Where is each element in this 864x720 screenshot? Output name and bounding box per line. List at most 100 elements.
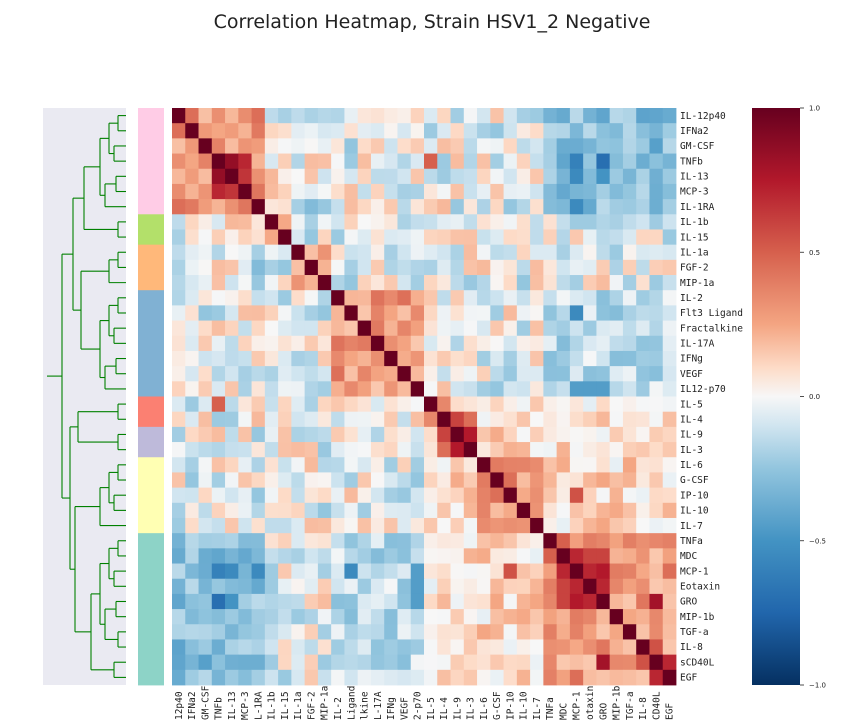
heatmap-cell bbox=[344, 426, 359, 443]
heatmap-cell bbox=[583, 411, 597, 428]
heatmap-cell bbox=[477, 229, 491, 246]
heatmap-cell bbox=[304, 350, 319, 367]
heatmap-cell bbox=[609, 502, 624, 519]
heatmap-cell bbox=[543, 244, 558, 261]
heatmap-cell bbox=[211, 350, 226, 367]
heatmap-cell bbox=[649, 305, 664, 321]
heatmap-cell bbox=[530, 487, 544, 504]
heatmap-cell bbox=[238, 138, 252, 154]
heatmap-cell bbox=[543, 199, 558, 215]
heatmap-cell bbox=[437, 563, 451, 580]
heatmap-cell bbox=[331, 472, 345, 488]
heatmap-cell bbox=[264, 411, 279, 428]
heatmap-cell bbox=[410, 457, 425, 473]
heatmap-cell bbox=[198, 426, 213, 443]
heatmap-cell bbox=[543, 275, 558, 291]
heatmap-cell bbox=[530, 153, 544, 170]
heatmap-cell bbox=[609, 123, 624, 139]
heatmap-cell bbox=[185, 214, 199, 230]
heatmap-cell bbox=[384, 350, 398, 367]
heatmap-cell bbox=[662, 411, 677, 428]
heatmap-cell bbox=[463, 624, 478, 640]
heatmap-cell bbox=[384, 593, 398, 610]
heatmap-cell bbox=[238, 123, 252, 139]
column-label: MIP-1a bbox=[320, 686, 331, 720]
heatmap-cell bbox=[583, 366, 597, 382]
heatmap-cell bbox=[397, 305, 412, 321]
heatmap-cell bbox=[556, 654, 571, 671]
heatmap-cell bbox=[238, 624, 252, 640]
heatmap-cell bbox=[317, 669, 332, 686]
heatmap-cell bbox=[503, 548, 518, 564]
heatmap-cell bbox=[344, 153, 359, 170]
heatmap-cell bbox=[238, 320, 252, 337]
heatmap-cell bbox=[317, 108, 332, 124]
heatmap-cell bbox=[251, 609, 266, 625]
heatmap-cell bbox=[344, 168, 359, 185]
heatmap-cell bbox=[172, 168, 186, 185]
heatmap-cell bbox=[370, 381, 385, 397]
heatmap-cell bbox=[410, 548, 425, 564]
heatmap-cell bbox=[516, 381, 531, 397]
heatmap-cell bbox=[225, 396, 239, 413]
heatmap-cell bbox=[622, 244, 637, 261]
heatmap-cell bbox=[437, 639, 451, 656]
heatmap-cell bbox=[556, 442, 571, 458]
heatmap-cell bbox=[185, 609, 199, 625]
heatmap-cell bbox=[636, 411, 650, 428]
heatmap-cell bbox=[198, 335, 213, 352]
heatmap-cell bbox=[264, 335, 279, 352]
heatmap-cell bbox=[516, 487, 531, 504]
colorbar bbox=[752, 108, 800, 685]
heatmap-cell bbox=[636, 214, 650, 230]
heatmap-cell bbox=[198, 487, 213, 504]
heatmap-cell bbox=[609, 108, 624, 124]
column-label: EGF bbox=[665, 703, 676, 720]
heatmap-cell bbox=[172, 350, 186, 367]
heatmap-cell bbox=[185, 123, 199, 139]
heatmap-cell bbox=[317, 305, 332, 321]
heatmap-cell bbox=[569, 138, 584, 154]
heatmap-cell bbox=[662, 244, 677, 261]
heatmap-cell bbox=[344, 350, 359, 367]
heatmap-cell bbox=[516, 168, 531, 185]
heatmap-cell bbox=[424, 335, 438, 352]
heatmap-cell bbox=[370, 457, 385, 473]
heatmap-cell bbox=[238, 381, 252, 397]
heatmap-cell bbox=[463, 214, 478, 230]
heatmap-cell bbox=[490, 305, 504, 321]
heatmap-cell bbox=[450, 350, 465, 367]
heatmap-cell bbox=[477, 199, 491, 215]
heatmap-cell bbox=[583, 654, 597, 671]
heatmap-cell bbox=[596, 517, 611, 534]
heatmap-cell bbox=[264, 593, 279, 610]
heatmap-cell bbox=[331, 123, 345, 139]
heatmap-cell bbox=[516, 335, 531, 352]
heatmap-cell bbox=[225, 214, 239, 230]
heatmap-cell bbox=[304, 168, 319, 185]
heatmap-cell bbox=[251, 244, 266, 261]
heatmap-cell bbox=[397, 563, 412, 580]
heatmap-cell bbox=[172, 578, 186, 595]
heatmap-cell bbox=[278, 199, 292, 215]
heatmap-cell bbox=[410, 305, 425, 321]
heatmap-cell bbox=[463, 578, 478, 595]
heatmap-cell bbox=[490, 153, 504, 170]
heatmap-cell bbox=[437, 548, 451, 564]
heatmap-cell bbox=[424, 426, 438, 443]
heatmap-cell bbox=[596, 548, 611, 564]
heatmap-cell bbox=[596, 123, 611, 139]
heatmap-cell bbox=[384, 123, 398, 139]
heatmap-cell bbox=[662, 123, 677, 139]
row-label: IFNg bbox=[680, 354, 703, 365]
heatmap-cell bbox=[410, 350, 425, 367]
heatmap-cell bbox=[662, 502, 677, 519]
heatmap-cell bbox=[211, 654, 226, 671]
heatmap-cell bbox=[291, 411, 306, 428]
column-label: VEGF bbox=[399, 697, 410, 720]
heatmap-cell bbox=[490, 108, 504, 124]
heatmap-cell bbox=[543, 624, 558, 640]
heatmap-cell bbox=[397, 335, 412, 352]
heatmap-cell bbox=[530, 350, 544, 367]
